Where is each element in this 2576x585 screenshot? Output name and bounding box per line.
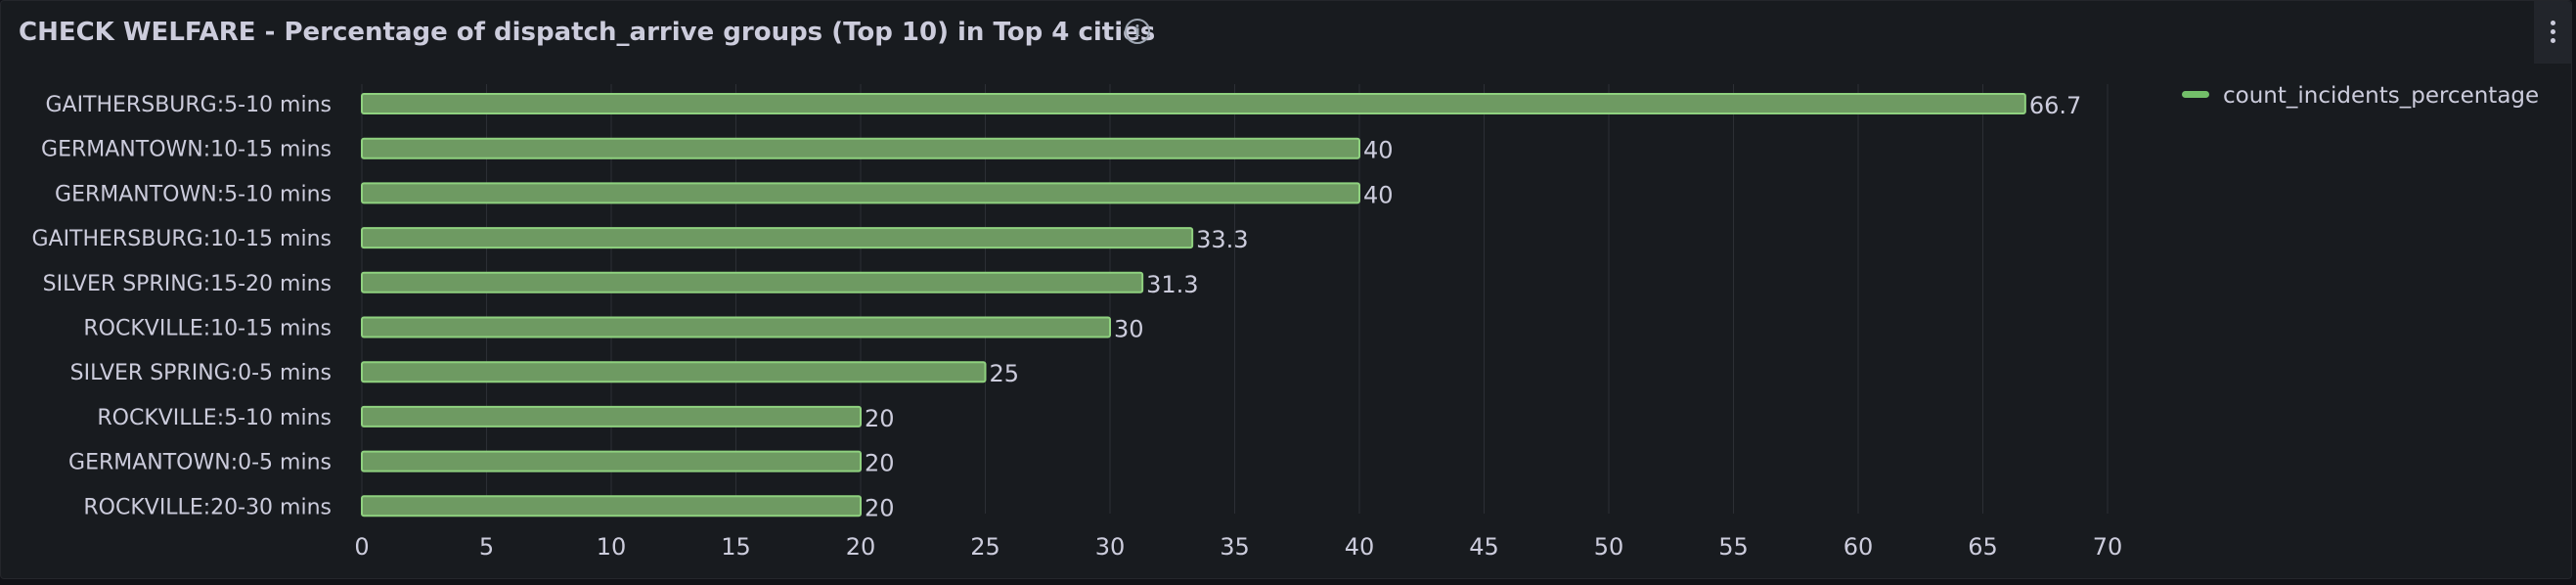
kebab-menu-icon xyxy=(2551,21,2555,25)
category-label: SILVER SPRING:0-5 mins xyxy=(70,361,332,385)
x-tick-label: 25 xyxy=(970,533,1000,561)
bar[interactable] xyxy=(361,182,1360,204)
category-label: SILVER SPRING:15-20 mins xyxy=(43,272,332,296)
info-icon[interactable]: i xyxy=(1125,19,1150,44)
kebab-menu-icon xyxy=(2551,38,2555,43)
x-tick-label: 60 xyxy=(1843,533,1874,561)
bar[interactable] xyxy=(361,137,1360,159)
value-label: 20 xyxy=(865,405,895,432)
category-label: ROCKVILLE:5-10 mins xyxy=(97,406,332,430)
value-label: 66.7 xyxy=(2029,92,2081,119)
x-tick-label: 30 xyxy=(1095,533,1126,561)
x-tick-label: 40 xyxy=(1345,533,1375,561)
labels: GAITHERSBURG:5-10 mins 66.7 GERMANTOWN:10-… xyxy=(31,92,2081,521)
x-tick-label: 50 xyxy=(1594,533,1624,561)
category-label: ROCKVILLE:10-15 mins xyxy=(83,317,332,341)
bar[interactable] xyxy=(361,227,1194,249)
value-label: 40 xyxy=(1363,137,1394,164)
category-label: GERMANTOWN:10-15 mins xyxy=(41,138,332,162)
value-label: 31.3 xyxy=(1146,271,1198,298)
category-label: GAITHERSBURG:5-10 mins xyxy=(45,93,332,117)
panel-menu-button[interactable] xyxy=(2534,1,2571,64)
x-tick-label: 65 xyxy=(1968,533,1998,561)
category-label: ROCKVILLE:20-30 mins xyxy=(83,495,332,519)
legend-swatch xyxy=(2182,91,2209,98)
bar[interactable] xyxy=(361,405,862,428)
value-label: 30 xyxy=(1114,316,1144,343)
value-label: 40 xyxy=(1363,181,1394,208)
value-label: 20 xyxy=(865,450,895,477)
x-axis-ticks: 0 5 10 15 20 25 30 35 40 45 50 55 60 65 70 xyxy=(354,533,2122,561)
kebab-menu-icon xyxy=(2551,29,2555,34)
x-tick-label: 70 xyxy=(2093,533,2123,561)
x-tick-label: 5 xyxy=(479,533,494,561)
x-tick-label: 55 xyxy=(1718,533,1749,561)
x-tick-label: 0 xyxy=(354,533,369,561)
value-label: 20 xyxy=(865,494,895,521)
x-tick-label: 15 xyxy=(721,533,751,561)
bar[interactable] xyxy=(361,361,987,383)
value-label: 25 xyxy=(990,360,1020,387)
legend-label: count_incidents_percentage xyxy=(2223,83,2540,109)
bars xyxy=(361,93,2026,518)
bar[interactable] xyxy=(361,271,1144,293)
value-label: 33.3 xyxy=(1196,226,1248,253)
x-tick-label: 10 xyxy=(597,533,627,561)
panel-title: CHECK WELFARE - Percentage of dispatch_a… xyxy=(19,18,1156,47)
x-tick-label: 20 xyxy=(846,533,876,561)
x-tick-label: 45 xyxy=(1469,533,1499,561)
category-label: GERMANTOWN:0-5 mins xyxy=(68,451,332,475)
bar[interactable] xyxy=(361,93,2026,114)
bar[interactable] xyxy=(361,495,862,518)
category-label: GAITHERSBURG:10-15 mins xyxy=(31,227,332,251)
bar[interactable] xyxy=(361,316,1111,338)
x-tick-label: 35 xyxy=(1220,533,1250,561)
legend-item[interactable]: count_incidents_percentage xyxy=(2182,81,2539,111)
category-label: GERMANTOWN:5-10 mins xyxy=(55,182,332,206)
bar[interactable] xyxy=(361,450,862,472)
